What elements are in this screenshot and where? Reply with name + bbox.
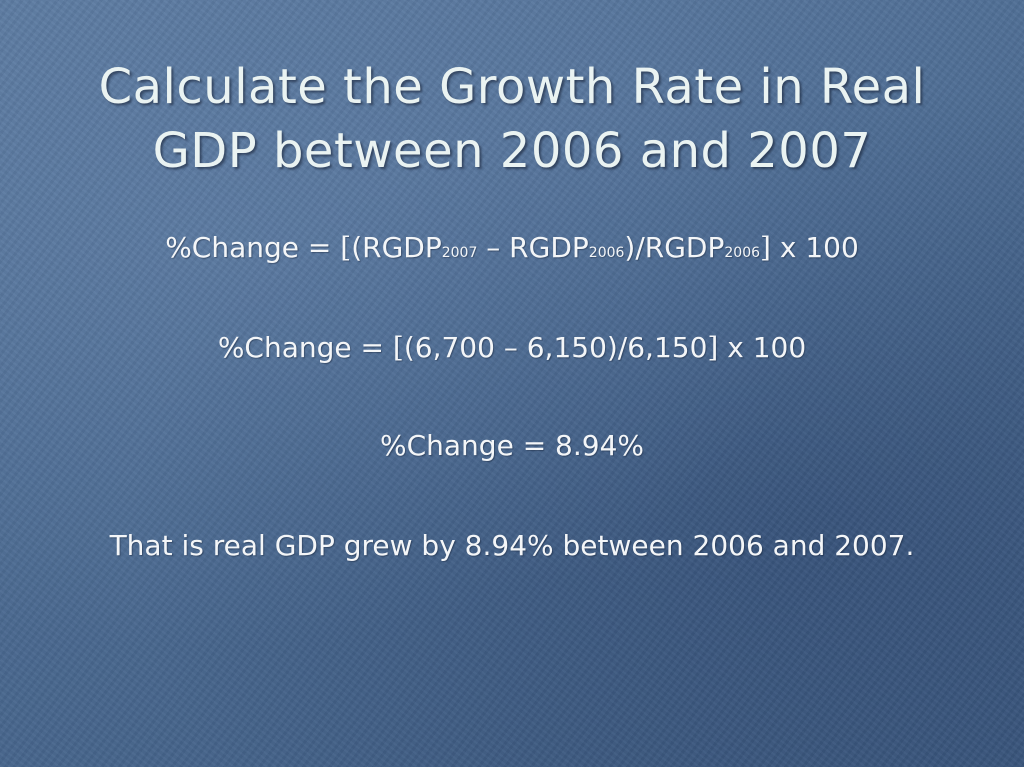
- substitution-open-bracket: [: [392, 331, 404, 364]
- formula-tail: x 100: [770, 231, 859, 264]
- formula-close-bracket: ]: [760, 231, 771, 264]
- formula-lhs: %Change =: [165, 231, 341, 264]
- substitution-close-bracket: ]: [707, 331, 719, 364]
- formula-subscript-2: 2006: [588, 245, 625, 261]
- formula-part-2: – RGDP: [477, 231, 589, 264]
- substitution-middle: (6,700 – 6,150)/6,150: [403, 331, 708, 364]
- substitution-lhs: %Change =: [217, 331, 393, 364]
- formula-subscript-1: 2007: [441, 245, 478, 261]
- formula-line: %Change = [(RGDP2007 – RGDP2006)/RGDP200…: [20, 230, 1004, 271]
- result-line: %Change = 8.94%: [379, 429, 645, 462]
- slide-title: Calculate the Growth Rate in Real GDP be…: [98, 59, 926, 179]
- substitution-tail: x 100: [718, 331, 807, 364]
- formula-part-3: )/RGDP: [624, 231, 725, 264]
- formula-subscript-3: 2006: [724, 245, 761, 261]
- formula-part-1: (RGDP: [351, 231, 442, 264]
- conclusion-line: That is real GDP grew by 8.94% between 2…: [109, 529, 915, 562]
- formula-open-bracket: [: [340, 231, 352, 264]
- substitution-line: %Change = [(6,700 – 6,150)/6,150] x 100: [20, 330, 1004, 366]
